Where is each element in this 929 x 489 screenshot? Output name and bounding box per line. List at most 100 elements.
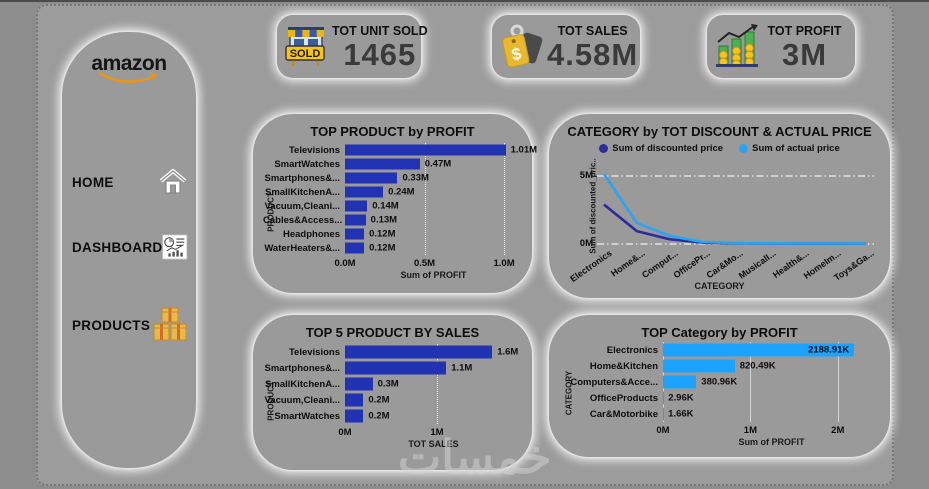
x-axis: 0.0M 0.5M 1.0M [334, 257, 514, 270]
bar[interactable] [345, 377, 373, 391]
bar-chart-top-category-by-profit: CATEGORY Electronics 2188.91K Home&Kitchen 8… [559, 342, 880, 447]
amazon-logo: amazon [62, 52, 196, 85]
category-label: Vacuum,Cleani... [264, 394, 341, 406]
bar[interactable] [345, 361, 447, 375]
profit-coins-icon [716, 23, 758, 68]
bar-value-label: 820.49K [739, 360, 776, 372]
bar-track: 1.6M [345, 344, 518, 360]
legend-dot [739, 144, 749, 153]
sidebar: amazon HOME DASHBOARD [62, 32, 196, 468]
category-label: Smartphones&... [264, 172, 341, 184]
category-label: SmallKitchenA... [265, 186, 340, 198]
kpi-card-tot-sales: $ TOT SALES 4.58M [492, 15, 640, 78]
category-label: Electronics [606, 344, 658, 356]
x-axis-tick: 0M [338, 427, 352, 438]
bar-value-label: 0.24M [388, 186, 415, 198]
y-axis-tick: 0M [579, 238, 593, 249]
bar[interactable] [345, 200, 368, 212]
bar-plot-area: Televisions 1.6M Smartphones&... 1.1M SmallK… [263, 344, 522, 424]
sidebar-item-dashboard[interactable]: DASHBOARD [72, 228, 188, 266]
bar-value-label: 1.6M [497, 346, 519, 358]
line-plot [597, 173, 874, 246]
bar-track: 1.66K [663, 406, 864, 422]
bar-row: Cables&Access... 0.13M [263, 213, 522, 227]
bar-track: 2.96K [663, 390, 864, 406]
x-axis-tick: 1M [743, 425, 757, 436]
x-axis: 0M 1M [338, 426, 506, 439]
kpi-value: 3M [781, 36, 828, 72]
bar[interactable] [345, 158, 420, 170]
sidebar-item-label: PRODUCTS [72, 317, 151, 333]
home-icon [159, 169, 187, 194]
bar-row: SmartWatches 0.2M [263, 408, 522, 424]
sidebar-item-home[interactable]: HOME [72, 167, 188, 197]
kpi-title: TOT SALES [557, 23, 628, 38]
bar[interactable] [663, 359, 735, 373]
bar-row: Car&Motorbike 1.66K [559, 406, 880, 422]
category-label: SmallKitchenA... [265, 378, 340, 390]
legend-item[interactable]: Sum of discounted price [599, 143, 723, 154]
kpi-title: TOT UNIT SOLD [332, 23, 428, 38]
bar-track: 0.2M [345, 392, 506, 408]
sidebar-item-label: HOME [72, 174, 114, 190]
x-axis-tick: 2M [831, 425, 845, 436]
bar[interactable] [663, 375, 697, 389]
line-series[interactable] [602, 173, 867, 245]
bar-value-label: 0.2M [368, 410, 390, 422]
grid-layer [345, 143, 512, 255]
bar-row: Vacuum,Cleani... 0.14M [263, 199, 522, 213]
category-label: Headphones [282, 228, 340, 240]
bar-value-label: 0.47M [424, 158, 452, 170]
products-boxes-icon [153, 307, 187, 341]
grid-layer [345, 344, 506, 424]
bar-row: Smartphones&... 0.33M [263, 171, 522, 185]
bar-row: WaterHeaters&... 0.12M [263, 241, 522, 255]
bar-value-label: 1.66K [668, 408, 694, 420]
gridline [504, 143, 506, 255]
legend-item[interactable]: Sum of actual price [739, 143, 840, 154]
sidebar-item-products[interactable]: PRODUCTS [72, 304, 188, 346]
bar-track: 380.96K [663, 374, 864, 390]
bar[interactable] [345, 345, 493, 359]
bar-row: Home&Kitchen 820.49K [559, 358, 880, 374]
bar-value-label: 0.3M [377, 378, 399, 390]
legend: Sum of discounted price Sum of actual pri… [559, 143, 880, 154]
bar-track: 2188.91K [663, 342, 864, 358]
bar-value-label: 2.96K [668, 392, 694, 404]
kpi-card-tot-unit-sold: SOLD TOT UNIT SOLD 1465 [277, 15, 428, 78]
bar-track: 0.33M [345, 171, 512, 185]
chart-title: TOP Category by PROFIT [641, 325, 798, 340]
category-label: Computers&Acce... [570, 376, 658, 388]
bar[interactable] [345, 186, 384, 198]
x-axis: 0M 1M 2M [656, 424, 864, 437]
bar-track: 0.24M [345, 185, 512, 199]
x-axis-title: Sum of PROFIT [738, 437, 805, 447]
chart-card-top5-product-by-sales: TOP 5 PRODUCT BY SALES PRODUCT Television… [253, 315, 532, 470]
bar-row: Televisions 1.01M [263, 143, 537, 157]
category-label: Car&Motorbike [589, 408, 658, 420]
bar[interactable] [663, 343, 855, 357]
category-label: OfficeProducts [589, 392, 658, 404]
bar[interactable] [345, 242, 365, 254]
x-axis-tick: 1M [430, 427, 444, 438]
bar[interactable] [345, 214, 366, 226]
bar[interactable] [345, 393, 364, 407]
bar-track: 0.3M [345, 376, 506, 392]
bar-track: 1.01M [345, 143, 537, 157]
kpi-value: 4.58M [547, 36, 639, 72]
category-label: Smartphones&... [264, 362, 341, 374]
svg-text:$: $ [510, 43, 524, 64]
gridline [750, 342, 752, 422]
bar[interactable] [345, 409, 364, 423]
bar-track: 820.49K [663, 358, 864, 374]
legend-label: Sum of discounted price [612, 143, 724, 154]
bar[interactable] [345, 172, 398, 184]
chart-card-top-category-by-profit: TOP Category by PROFIT CATEGORY Electroni… [549, 315, 890, 457]
amazon-logo-text: amazon [91, 52, 167, 75]
bar-track: 0.14M [345, 199, 512, 213]
bar[interactable] [345, 144, 506, 156]
x-axis-tick: 0M [656, 425, 670, 436]
category-label: Televisions [288, 346, 340, 358]
bar[interactable] [345, 228, 365, 240]
x-axis-title: TOT SALES [408, 439, 459, 449]
